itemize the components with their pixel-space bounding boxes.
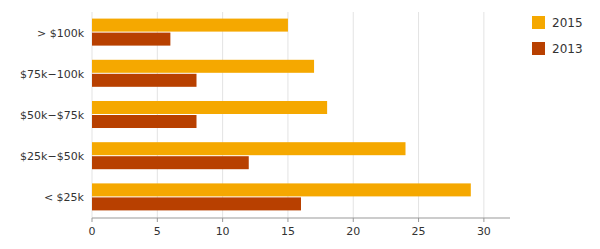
x-tick-label: 10 [216,225,230,238]
bar [92,33,170,46]
bar [92,197,301,210]
y-tick-label: < $25k [44,191,85,204]
x-tick-label: 5 [154,225,161,238]
tick-mark [353,218,354,222]
legend-label: 2015 [552,16,583,30]
tick-mark [418,218,419,222]
legend-swatch [532,16,545,29]
bar [92,101,327,114]
bar [92,115,197,128]
legend: 2015 2013 [532,16,583,56]
y-tick-label: $50k−$75k [20,109,85,122]
bar [92,183,471,196]
tick-mark [92,218,93,222]
bar [92,60,314,73]
x-tick-label: 25 [412,225,426,238]
x-axis-line [92,218,510,219]
x-tick-label: 0 [89,225,96,238]
bar [92,74,197,87]
tick-mark [222,218,223,222]
tick-mark [287,218,288,222]
bars [92,19,471,211]
y-tick-label: > $100k [37,27,85,40]
x-tick-label: 20 [346,225,360,238]
bar [92,156,249,169]
grid [92,12,484,218]
x-tick-label: 15 [281,225,295,238]
y-tick-label: $75k−100k [20,68,85,81]
bar [92,142,406,155]
grid-line [483,12,484,218]
y-tick-label: $25k−$50k [20,150,85,163]
chart: 0 5 10 15 20 25 30 > $100k $75k−100k $50k−$75k $25… [0,0,600,249]
tick-mark [483,218,484,222]
legend-swatch [532,42,545,55]
bar [92,19,288,32]
tick-mark [157,218,158,222]
legend-label: 2013 [552,42,583,56]
chart-container: 0 5 10 15 20 25 30 > $100k $75k−100k $50k−$75k $25… [0,0,600,249]
x-tick-label: 30 [477,225,491,238]
